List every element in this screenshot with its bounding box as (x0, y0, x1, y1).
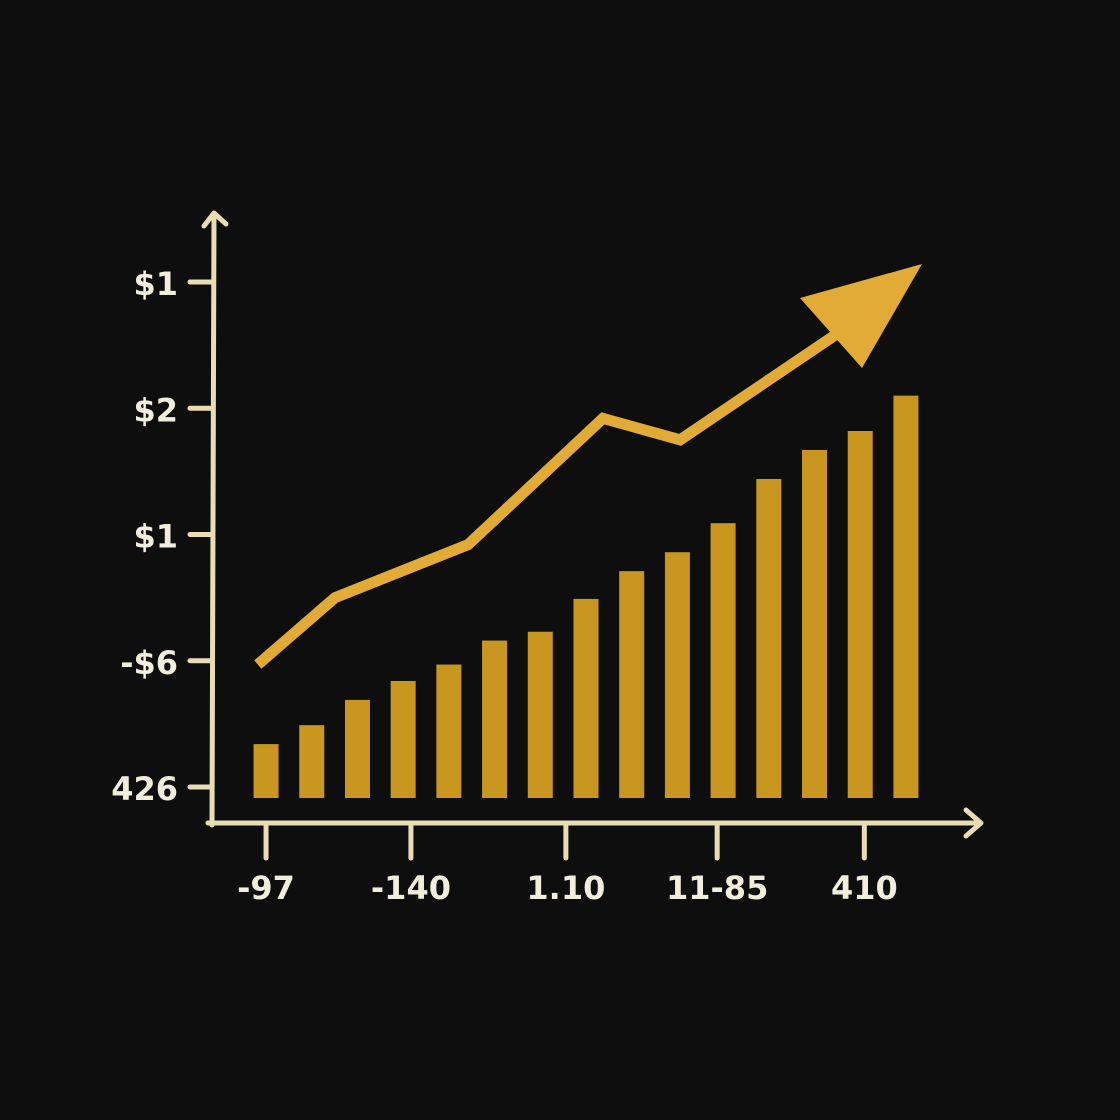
y-tick-label: $2 (133, 391, 178, 429)
trend-line (254, 320, 854, 669)
bar (482, 640, 508, 798)
bar (344, 699, 370, 798)
x-tick-label: 11-85 (666, 869, 768, 907)
plot-area (253, 264, 922, 798)
bar (847, 431, 873, 798)
bar (436, 664, 462, 798)
x-tick-label: 410 (831, 869, 898, 907)
bar (664, 552, 690, 798)
y-tick-label: $1 (133, 518, 178, 556)
y-tick-label: -$6 (120, 644, 178, 682)
bar (710, 523, 736, 798)
y-axis-arrow (201, 210, 229, 229)
bar (527, 631, 553, 798)
y-axis (209, 212, 217, 828)
bar (893, 395, 919, 798)
y-tick-label: 426 (111, 770, 178, 808)
x-axis-arrow (963, 807, 984, 839)
x-tick-label: -97 (237, 869, 295, 907)
bar (802, 449, 828, 798)
bar (619, 571, 645, 798)
bar (253, 744, 279, 798)
y-tick-label: $1 (133, 265, 178, 303)
bar (756, 478, 782, 798)
x-tick-label: -140 (371, 869, 451, 907)
bar (390, 680, 416, 798)
x-tick-label: 1.10 (526, 869, 605, 907)
bar (573, 598, 599, 798)
trend-arrowhead (800, 264, 922, 368)
bar (299, 725, 325, 798)
